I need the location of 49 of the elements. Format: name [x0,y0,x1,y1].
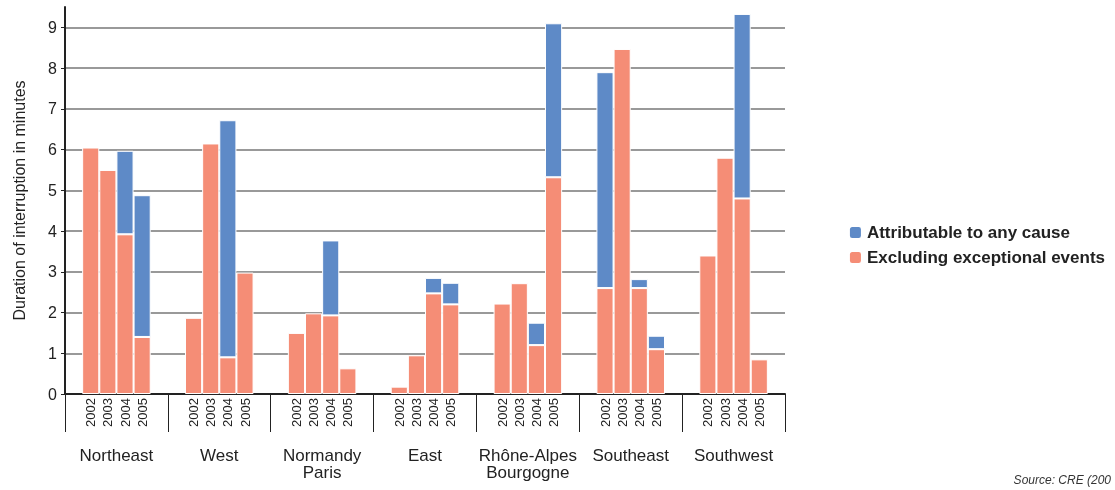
y-tick-label: 1 [48,344,58,362]
x-tick-label: 2005 [648,398,664,427]
x-tick-label: 2004 [734,398,750,427]
y-tick-label: 9 [48,18,58,36]
source-note: Source: CRE (200 [1013,473,1112,487]
text: Southwest [693,446,774,465]
text: East [407,446,443,465]
legend-label: Excluding exceptional events [866,248,1105,267]
x-tick-label: 2002 [391,398,407,427]
x-tick-label: 2005 [443,398,459,427]
x-tick-label: 2004 [631,398,647,427]
x-tick-label: 2004 [117,398,133,427]
x-tick-label: 2003 [100,398,116,427]
x-tick-label: 2002 [83,398,99,427]
x-tick-label: 2002 [494,398,510,427]
y-tick-label: 2 [48,304,58,322]
text: Normandy Paris [282,446,362,482]
text: Southeast [592,446,670,465]
x-tick-label: 2004 [323,398,339,427]
y-tick-label: 0 [48,385,58,403]
legend-label: Attributable to any cause [866,223,1071,242]
x-tick-label: 2005 [237,398,253,427]
x-tick-label: 2003 [306,398,322,427]
x-tick-label: 2003 [614,398,630,427]
x-tick-label: 2002 [288,398,304,427]
y-tick-label: 4 [48,222,58,240]
y-tick-label: 5 [48,181,58,199]
x-tick-label: 2005 [134,398,150,427]
x-tick-label: 2005 [340,398,356,427]
x-tick-label: 2002 [597,398,613,427]
text: West [200,446,239,465]
x-tick-label: 2005 [751,398,767,427]
x-tick-label: 2002 [700,398,716,427]
x-tick-label: 2003 [511,398,527,427]
text: Rhône-Alpes Bourgogne [478,446,577,482]
text: Northeast [79,446,154,465]
x-tick-label: 2003 [203,398,219,427]
y-tick-label: 6 [48,141,58,159]
y-tick-label: 7 [48,100,58,118]
x-tick-label: 2003 [408,398,424,427]
x-tick-label: 2002 [186,398,202,427]
y-tick-label: 8 [48,59,58,77]
x-tick-label: 2004 [220,398,236,427]
y-tick-label: 3 [48,263,58,281]
x-tick-label: 2005 [546,398,562,427]
x-tick-label: 2004 [426,398,442,427]
y-axis-title: Duration of interruption in minutes [10,80,28,321]
x-tick-label: 2004 [528,398,544,427]
x-tick-label: 2003 [717,398,733,427]
